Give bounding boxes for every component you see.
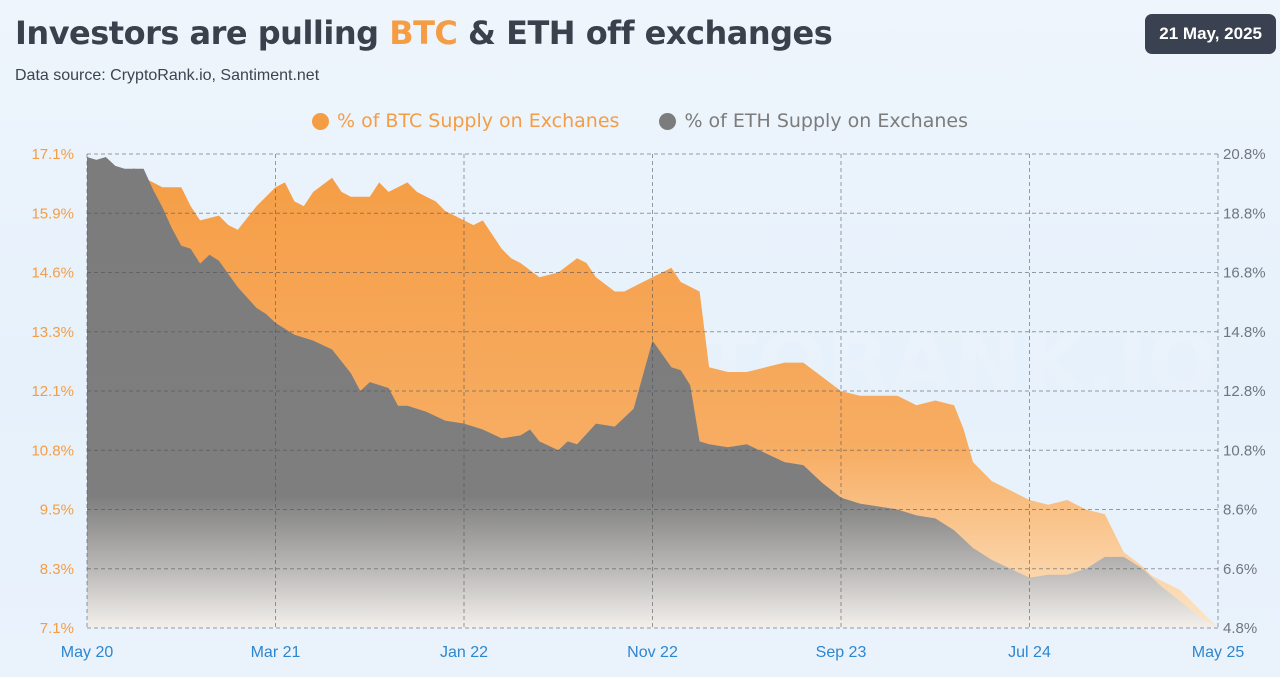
eth-legend-dot-icon [659,112,677,130]
legend-label-btc: % of BTC Supply on Exchanes [336,110,620,132]
y-right-tick-label: 20.8% [1223,146,1266,163]
x-tick-label: Mar 21 [251,644,301,661]
x-tick-label: May 25 [1192,644,1245,661]
grid [86,153,1219,629]
data-source: Data source: CryptoRank.io, Santiment.ne… [15,67,320,84]
title-btc: BTC [389,14,458,52]
left-axis: 17.1% 15.9% 14.6% 13.3% 12.1% 10.8% 9.5% 8.3% 7.… [31,146,74,637]
y-right-tick-label: 10.8% [1223,442,1266,459]
title-suffix: & ETH off exchanges [457,14,833,52]
y-right-tick-label: 4.8% [1223,620,1257,637]
y-right-tick-label: 8.6% [1223,502,1257,519]
y-left-tick-label: 15.9% [31,205,74,222]
legend-item-btc: % of BTC Supply on Exchanes [311,110,620,132]
title-prefix: Investors are pulling [15,14,390,52]
y-left-tick-label: 12.1% [31,383,74,400]
y-right-tick-label: 12.8% [1223,383,1266,400]
date-badge: 21 May, 2025 [1145,14,1276,54]
y-left-tick-label: 13.3% [31,324,74,341]
x-tick-label: Sep 23 [816,644,867,661]
y-right-tick-label: 6.6% [1223,561,1257,578]
y-right-tick-label: 18.8% [1223,205,1266,222]
btc-legend-dot-icon [311,112,329,130]
x-tick-label: Jan 22 [440,644,488,661]
y-left-tick-label: 17.1% [31,146,74,163]
x-axis: May 20 Mar 21 Jan 22 Nov 22 Sep 23 Jul 24 May … [61,644,1245,661]
chart-title: Investors are pulling BTC & ETH off exch… [15,14,833,52]
y-left-tick-label: 8.3% [40,561,74,578]
y-right-tick-label: 14.8% [1223,324,1266,341]
y-left-tick-label: 9.5% [40,502,74,519]
x-tick-label: Jul 24 [1008,644,1051,661]
legend-label-eth: % of ETH Supply on Exchanes [684,110,968,132]
x-tick-label: Nov 22 [627,644,678,661]
y-right-tick-label: 16.8% [1223,265,1266,282]
legend-item-eth: % of ETH Supply on Exchanes [659,110,968,132]
x-tick-label: May 20 [61,644,114,661]
y-left-tick-label: 14.6% [31,265,74,282]
y-left-tick-label: 7.1% [40,620,74,637]
right-axis: 20.8% 18.8% 16.8% 14.8% 12.8% 10.8% 8.6% 6.6% 4.… [1223,146,1266,637]
legend: % of BTC Supply on Exchanes % of ETH Sup… [0,110,1280,132]
y-left-tick-label: 10.8% [31,442,74,459]
